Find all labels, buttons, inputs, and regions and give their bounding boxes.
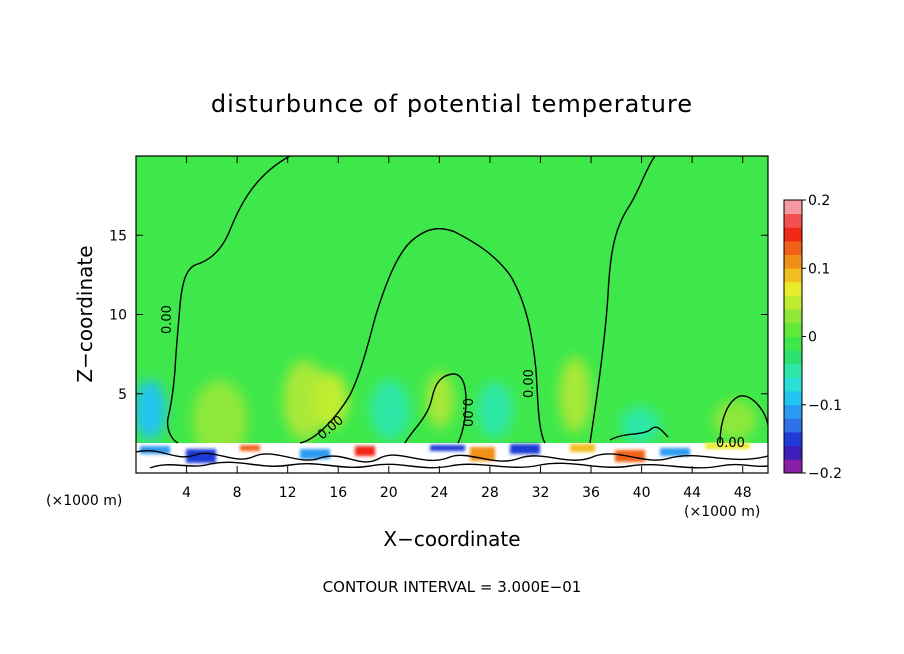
y-tick-label: 10 xyxy=(109,308,127,324)
x-tick-label: 16 xyxy=(329,485,347,501)
colorbar-swatch xyxy=(784,418,802,433)
x-axis: 4 8 12 16 20 24 28 32 36 40 44 48 xyxy=(182,156,752,501)
surface-blob xyxy=(186,449,216,463)
contour-zero xyxy=(166,156,291,444)
colorbar-swatch xyxy=(784,281,802,296)
field-warm-patch xyxy=(559,357,591,433)
x-tick-label: 4 xyxy=(182,485,191,501)
contour-interval: CONTOUR INTERVAL = 3.000E−01 xyxy=(323,578,582,596)
chart-title: disturbunce of potential temperature xyxy=(211,90,693,118)
contour-surface xyxy=(136,450,768,463)
colorbar-tick-label: 0.2 xyxy=(808,193,830,209)
surface-blob xyxy=(570,444,595,452)
field-warm-patch xyxy=(283,360,327,440)
colorbar-swatch xyxy=(784,432,802,447)
colorbar-tick-label: 0 xyxy=(808,330,817,346)
x-tick-label: 20 xyxy=(380,485,398,501)
surface-blob xyxy=(660,448,690,456)
colorbar-swatch xyxy=(784,213,802,228)
surface-blob xyxy=(140,446,170,454)
colorbar-swatch xyxy=(784,254,802,269)
colorbar-swatch xyxy=(784,445,802,460)
contour-zero xyxy=(719,395,768,444)
contour-zero xyxy=(609,426,669,441)
field-cool-patch xyxy=(370,380,410,440)
colorbar-tick-label: 0.1 xyxy=(808,261,830,277)
x-unit-label-left: (×1000 m) xyxy=(46,493,122,509)
contour-label: 0.00 xyxy=(160,305,175,334)
contour-zero xyxy=(589,156,656,444)
surface-layer xyxy=(136,443,768,473)
contour-labels: 0.00 0.00 0.00 0.00 0.00 xyxy=(160,305,745,451)
x-tick-label: 48 xyxy=(734,485,752,501)
x-tick-label: 8 xyxy=(233,485,242,501)
surface-blob xyxy=(240,445,260,451)
contour-label: 0.00 xyxy=(716,436,745,451)
surface-blob xyxy=(510,444,540,454)
x-tick-label: 28 xyxy=(481,485,499,501)
contour-label: 0.00 xyxy=(522,369,537,398)
surface-blob xyxy=(705,443,750,449)
contour-lines-zero xyxy=(136,156,768,469)
colorbar-swatch xyxy=(784,350,802,365)
colorbar-swatch xyxy=(784,240,802,255)
field-cool-patch xyxy=(620,407,660,443)
surface-blob xyxy=(355,446,375,456)
colorbar-swatch xyxy=(784,227,802,242)
field-warm-patch xyxy=(312,372,348,428)
colorbar-tick-label: −0.2 xyxy=(808,466,842,482)
surface-blob xyxy=(300,449,330,459)
colorbar-swatch xyxy=(784,404,802,419)
colorbar-swatch xyxy=(784,377,802,392)
x-tick-label: 12 xyxy=(279,485,297,501)
colorbar-swatch xyxy=(784,200,802,215)
x-tick-label: 44 xyxy=(683,485,701,501)
colorbar-swatch xyxy=(784,322,802,337)
field-warm-patch xyxy=(192,380,248,460)
colorbar-swatch xyxy=(784,336,802,351)
x-axis-title: X−coordinate xyxy=(383,527,520,551)
plot-area xyxy=(136,156,768,473)
surface-blob xyxy=(430,445,465,451)
field-cool-patch xyxy=(477,382,513,438)
colorbar: 0.2 0.1 0 −0.1 −0.2 xyxy=(783,193,842,482)
contour-zero xyxy=(404,373,467,444)
contour-label: 0.00 xyxy=(459,398,474,427)
colorbar-swatch xyxy=(784,309,802,324)
colorbar-swatch xyxy=(784,391,802,406)
contour-surface xyxy=(149,461,768,469)
y-axis: 5 10 15 xyxy=(109,228,768,403)
y-axis-title: Z−coordinate xyxy=(73,245,97,382)
field-cool-patch xyxy=(136,380,166,440)
x-unit-label-right: (×1000 m) xyxy=(684,504,760,520)
field-warm-patch xyxy=(426,372,454,428)
colorbar-swatch xyxy=(784,363,802,378)
contour-zero xyxy=(299,227,546,444)
x-tick-label: 36 xyxy=(582,485,600,501)
colorbar-tick-label: −0.1 xyxy=(808,398,842,414)
x-tick-label: 40 xyxy=(633,485,651,501)
x-tick-label: 32 xyxy=(532,485,550,501)
colorbar-swatch xyxy=(784,459,802,474)
field-cool-patch xyxy=(713,400,757,440)
colorbar-swatch xyxy=(784,295,802,310)
x-tick-label: 24 xyxy=(430,485,448,501)
colorbar-swatch xyxy=(784,268,802,283)
y-tick-label: 15 xyxy=(109,228,127,244)
y-tick-label: 5 xyxy=(118,387,127,403)
